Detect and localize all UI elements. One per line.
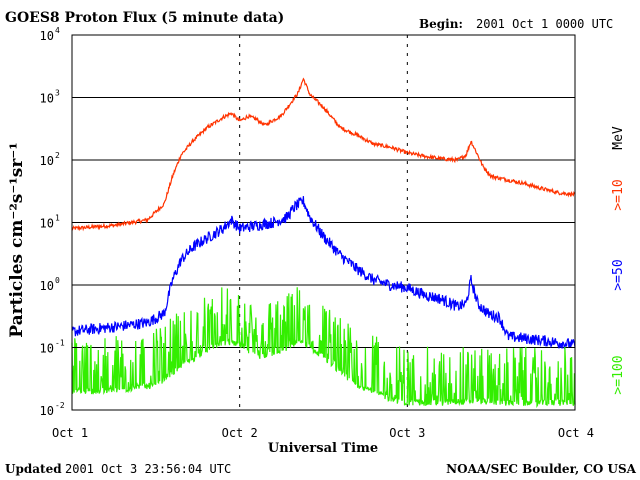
y-tick-label: 10 xyxy=(40,279,54,293)
series-label: >=10 xyxy=(611,179,626,210)
y-tick-label: 10 xyxy=(40,29,54,43)
y-axis-label: Particles cm⁻²s⁻¹sr⁻¹ xyxy=(7,142,27,337)
series-label: >=100 xyxy=(611,355,626,394)
x-tick-label: Oct 2 xyxy=(222,426,258,440)
y-tick-label: 10 xyxy=(40,342,54,356)
y-tick-exponent: 0 xyxy=(55,276,60,285)
series-line-ge10 xyxy=(71,77,576,232)
x-tick-label: Oct 3 xyxy=(389,426,425,440)
credit-text: NOAA/SEC Boulder, CO USA xyxy=(446,462,637,476)
begin-value: 2001 Oct 1 0000 UTC xyxy=(476,17,613,31)
series-line-ge100 xyxy=(71,287,576,409)
series-line-ge50 xyxy=(71,196,576,350)
grid-lines xyxy=(72,35,575,410)
chart-title: GOES8 Proton Flux (5 minute data) xyxy=(5,10,284,26)
y-tick-exponent: -1 xyxy=(55,339,65,348)
updated-value: 2001 Oct 3 23:56:04 UTC xyxy=(65,462,231,476)
x-axis-label: Universal Time xyxy=(268,441,378,456)
series-label: >=50 xyxy=(611,259,626,290)
x-axis-ticks: Oct 1 Oct 2 Oct 3 Oct 4 xyxy=(52,426,594,440)
x-tick-label: Oct 1 xyxy=(52,426,88,440)
series-labels: MeV >=10 >=50 >=100 xyxy=(611,126,626,394)
y-tick-label: 10 xyxy=(40,154,54,168)
y-tick-label: 10 xyxy=(40,404,54,418)
y-tick-exponent: 4 xyxy=(55,26,60,35)
y-tick-label: 10 xyxy=(40,217,54,231)
begin-label: Begin: xyxy=(419,17,463,31)
updated-label: Updated xyxy=(5,462,62,476)
series-label: MeV xyxy=(611,126,626,150)
series-group xyxy=(71,77,576,409)
y-tick-exponent: 1 xyxy=(55,214,60,223)
y-tick-exponent: 3 xyxy=(55,89,60,98)
y-tick-exponent: 2 xyxy=(55,151,60,160)
y-tick-exponent: -2 xyxy=(55,401,65,410)
y-tick-label: 10 xyxy=(40,92,54,106)
x-tick-label: Oct 4 xyxy=(558,426,594,440)
